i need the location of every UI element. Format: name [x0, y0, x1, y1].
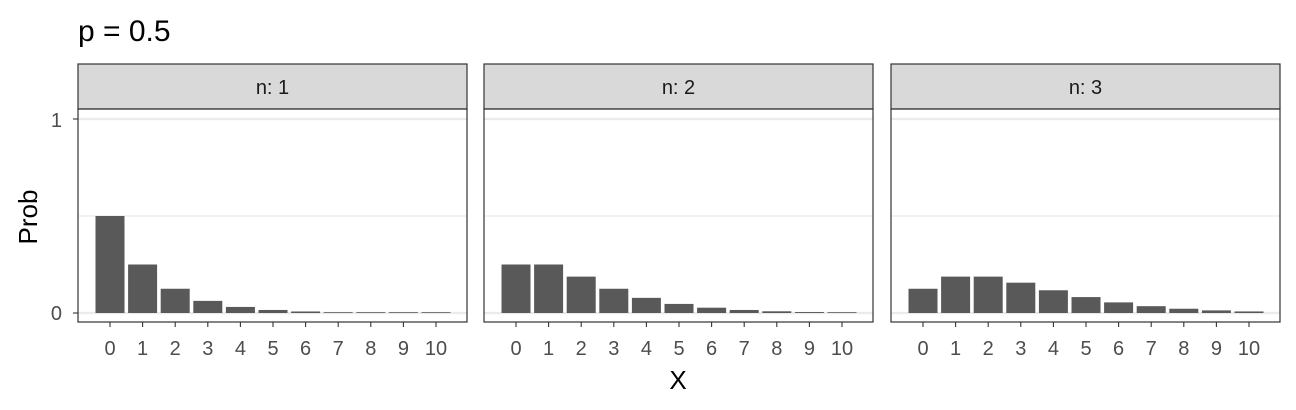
bar — [1104, 302, 1134, 313]
x-tick-label: 3 — [608, 338, 619, 360]
facet-strip — [483, 63, 874, 110]
bar — [356, 312, 386, 313]
bar — [827, 312, 857, 313]
x-tick-label: 7 — [739, 338, 750, 360]
y-tick-1: 1 — [51, 110, 62, 132]
facet-strip-label: n: 3 — [1069, 77, 1102, 99]
x-tick-label: 7 — [1146, 338, 1157, 360]
bar — [323, 312, 353, 313]
x-axis-title: X — [669, 365, 686, 395]
facet-strip — [77, 63, 468, 110]
y-tick-0: 0 — [51, 303, 62, 325]
x-tick-label: 2 — [576, 338, 587, 360]
x-tick-label: 9 — [804, 338, 815, 360]
x-tick-label: 8 — [1178, 338, 1189, 360]
facet-panel: n: 3 0 1 2 3 4 5 6 7 8 9 10 — [890, 63, 1281, 360]
x-tick-label: 5 — [267, 338, 278, 360]
x-tick-label: 1 — [543, 338, 554, 360]
bar — [941, 276, 971, 313]
bar — [566, 276, 596, 313]
x-tick-label: 0 — [510, 338, 521, 360]
x-tick-label: 3 — [1015, 338, 1026, 360]
bar — [794, 312, 824, 313]
bar — [908, 288, 938, 313]
facet-strip — [890, 63, 1281, 110]
bar — [697, 307, 727, 313]
x-tick-label: 9 — [1211, 338, 1222, 360]
x-tick-label: 4 — [641, 338, 652, 360]
bar — [762, 311, 792, 313]
bar — [258, 309, 288, 313]
x-tick-label: 10 — [831, 338, 853, 360]
bar — [1038, 290, 1068, 313]
bar — [599, 288, 629, 313]
x-tick-label: 0 — [104, 338, 115, 360]
bar — [128, 264, 158, 313]
bar — [1136, 306, 1166, 313]
x-tick-label: 6 — [1113, 338, 1124, 360]
x-tick-label: 10 — [1238, 338, 1260, 360]
bar — [421, 312, 451, 313]
bar — [225, 306, 255, 313]
bar — [160, 288, 190, 313]
bar — [1006, 282, 1036, 313]
x-tick-label: 1 — [950, 338, 961, 360]
facet-strip-label: n: 1 — [256, 77, 289, 99]
x-tick-label: 9 — [398, 338, 409, 360]
facet-panel: n: 2 0 1 2 3 4 5 6 7 8 9 10 — [483, 63, 874, 360]
bar — [973, 276, 1003, 313]
facet-strip-label: n: 2 — [662, 77, 695, 99]
x-tick-label: 2 — [983, 338, 994, 360]
x-tick-label: 8 — [771, 338, 782, 360]
bar — [1234, 311, 1264, 313]
bar — [664, 303, 694, 313]
bar — [193, 300, 223, 313]
x-tick-label: 7 — [333, 338, 344, 360]
bar — [1201, 310, 1231, 313]
x-tick-label: 3 — [202, 338, 213, 360]
x-tick-label: 2 — [170, 338, 181, 360]
x-tick-label: 6 — [300, 338, 311, 360]
x-tick-label: 1 — [137, 338, 148, 360]
y-axis-title: Prob — [13, 190, 43, 245]
x-tick-label: 0 — [917, 338, 928, 360]
x-tick-label: 8 — [365, 338, 376, 360]
x-tick-label: 5 — [673, 338, 684, 360]
bar — [729, 309, 759, 313]
facet-panel: n: 1 0 1 2 3 4 5 6 7 8 9 10 — [77, 63, 468, 360]
bar — [501, 264, 531, 313]
chart-title: p = 0.5 — [78, 15, 171, 48]
bar — [631, 297, 661, 313]
bar — [534, 264, 564, 313]
x-tick-label: 6 — [706, 338, 717, 360]
x-tick-label: 4 — [1048, 338, 1059, 360]
bar — [1169, 308, 1199, 313]
x-tick-label: 4 — [235, 338, 246, 360]
x-tick-label: 5 — [1080, 338, 1091, 360]
bar — [291, 311, 321, 313]
x-tick-label: 10 — [425, 338, 447, 360]
bar — [1071, 297, 1101, 313]
bar — [388, 312, 418, 313]
bar — [95, 216, 125, 313]
